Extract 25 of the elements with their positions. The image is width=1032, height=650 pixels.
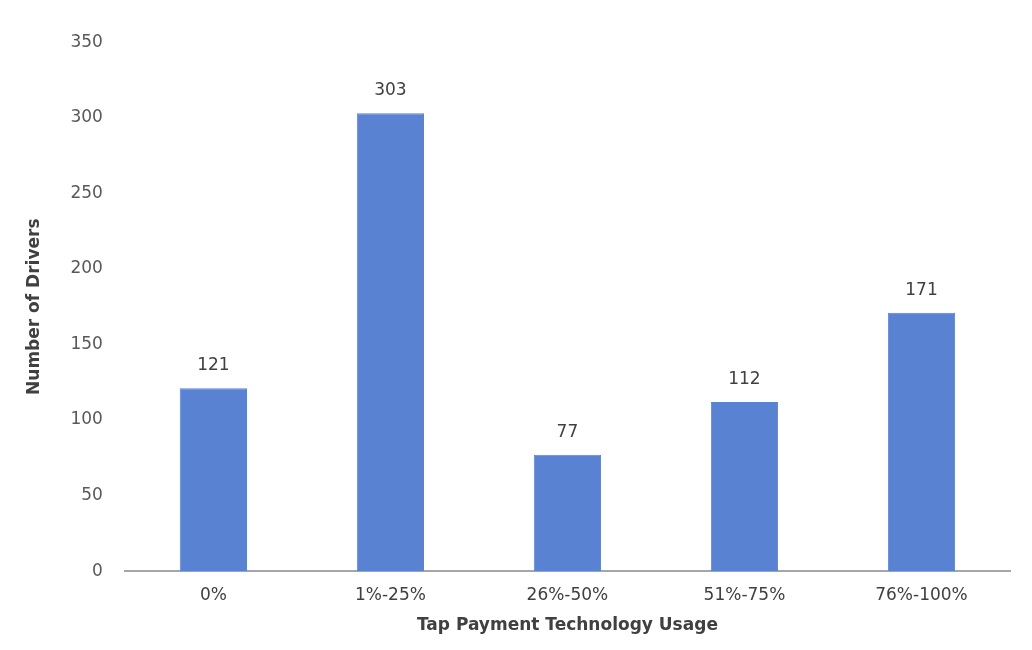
x-tick-label: 0%: [199, 583, 227, 604]
data-label: 121: [197, 354, 230, 375]
x-tick-label: 1%-25%: [354, 583, 426, 604]
x-tick-label: 51%-75%: [703, 583, 786, 604]
data-label: 112: [728, 367, 761, 388]
y-tick-label: 300: [70, 106, 103, 127]
y-tick-label: 250: [70, 181, 103, 202]
x-axis-title: Tap Payment Technology Usage: [416, 614, 718, 635]
data-label: 171: [905, 278, 938, 299]
y-axis-title: Number of Drivers: [22, 218, 43, 395]
bar: [533, 454, 602, 572]
x-tick-label: 26%-50%: [526, 583, 609, 604]
y-tick-label: 200: [70, 257, 103, 278]
y-tick-label: 350: [70, 30, 103, 51]
bar: [887, 312, 956, 572]
bar: [710, 401, 779, 572]
x-tick-label: 76%-100%: [875, 583, 968, 604]
y-tick-label: 0: [92, 559, 103, 580]
bar: [179, 388, 247, 572]
bar: [356, 113, 425, 572]
y-tick-label: 100: [70, 408, 103, 429]
y-tick-label: 150: [70, 332, 103, 353]
y-tick-label: 50: [81, 484, 103, 505]
data-label: 77: [556, 420, 579, 441]
data-label: 303: [374, 79, 407, 100]
